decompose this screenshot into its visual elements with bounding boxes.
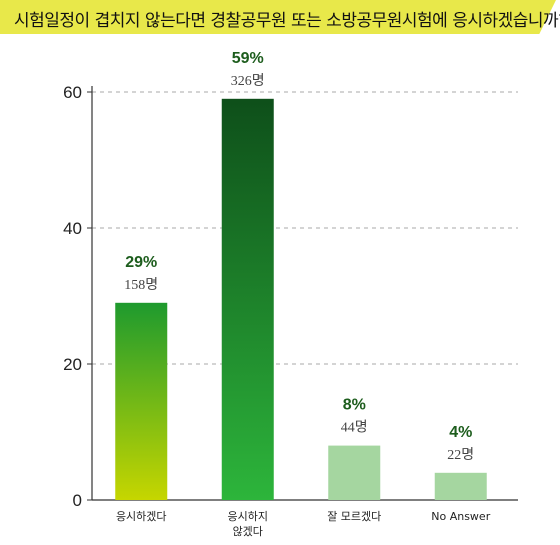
- percent-label: 8%: [343, 397, 366, 414]
- x-category-label: 않겠다: [233, 525, 263, 538]
- bar: [115, 302, 168, 500]
- y-tick-label: 0: [73, 491, 82, 510]
- bar: [221, 98, 274, 501]
- y-tick-label: 20: [63, 355, 82, 374]
- bar: [328, 445, 381, 500]
- y-tick-label: 40: [63, 219, 82, 238]
- x-category-label: 응시하지: [228, 509, 268, 523]
- x-category-label: 잘 모르겠다: [327, 510, 381, 523]
- title-banner: [0, 0, 556, 34]
- count-label: 44명: [341, 420, 368, 436]
- count-label: 326명: [231, 73, 265, 89]
- x-category-label: No Answer: [431, 510, 490, 523]
- percent-label: 4%: [449, 424, 472, 441]
- x-category-label: 응시하겠다: [116, 509, 167, 523]
- percent-label: 29%: [125, 254, 157, 271]
- bar: [434, 472, 487, 500]
- chart-title: 시험일정이 겹치지 않는다면 경찰공무원 또는 소방공무원시험에 응시하겠습니까…: [14, 11, 560, 31]
- percent-label: 59%: [232, 50, 264, 67]
- count-label: 22명: [447, 447, 474, 463]
- y-tick-label: 60: [63, 83, 82, 102]
- count-label: 158명: [124, 277, 158, 293]
